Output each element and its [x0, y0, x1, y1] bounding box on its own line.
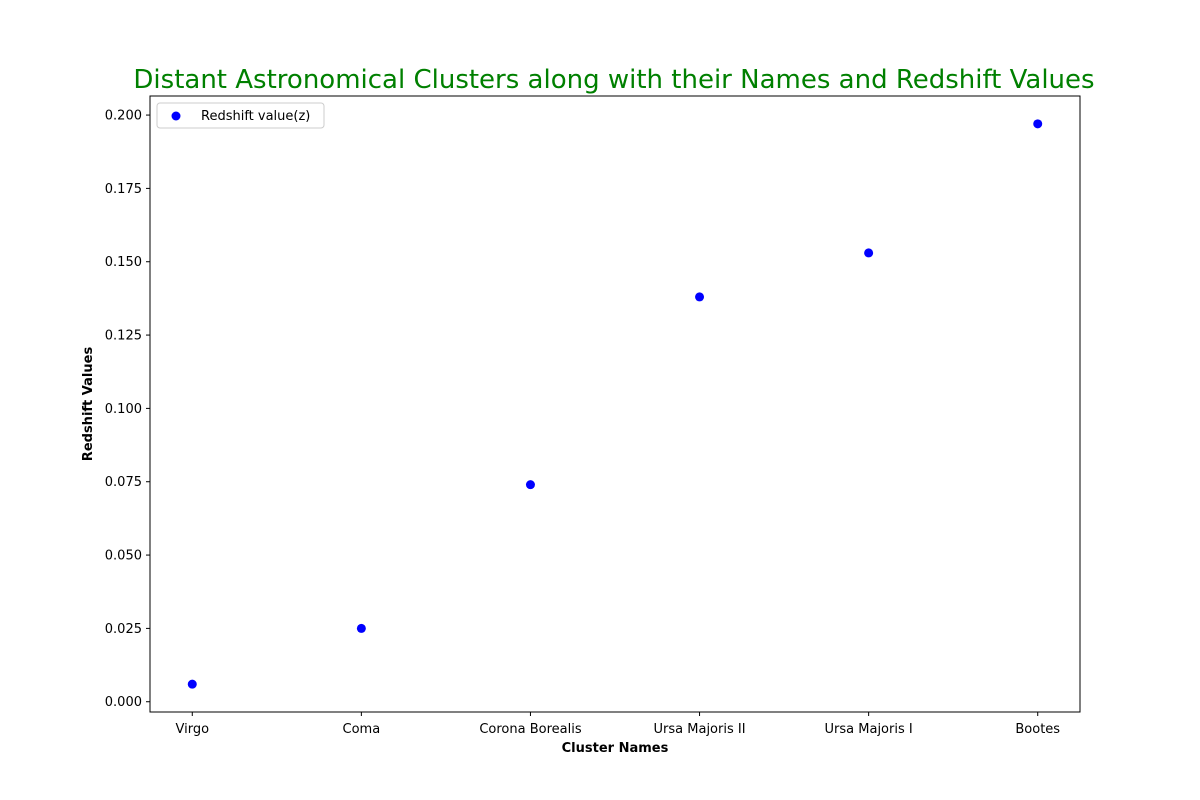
x-axis: Virgo Coma Corona Borealis Ursa Majoris II U…: [175, 712, 1060, 737]
y-tick-label: 0.025: [105, 622, 142, 637]
chart-title: Distant Astronomical Clusters along with…: [133, 65, 1094, 95]
y-axis: 0.000 0.025 0.050 0.075 0.100 0.125 0.150 0.175…: [105, 109, 150, 710]
plot-area: [187, 119, 1043, 689]
data-point: [356, 623, 366, 633]
x-tick-label: Virgo: [175, 722, 209, 737]
y-axis-label: Redshift Values: [81, 347, 96, 462]
y-tick-label: 0.175: [105, 182, 142, 197]
x-tick-label: Ursa Majoris II: [654, 722, 746, 737]
legend-box: [156, 102, 325, 129]
data-point: [1033, 119, 1043, 129]
data-point: [525, 480, 535, 490]
x-tick-label: Corona Borealis: [479, 722, 582, 737]
y-tick-label: 0.100: [105, 402, 142, 417]
legend-marker: [171, 111, 181, 121]
y-tick-label: 0.200: [105, 109, 142, 124]
y-tick-label: 0.000: [105, 695, 142, 710]
x-tick-label: Ursa Majoris I: [825, 722, 913, 737]
legend-label: Redshift value(z): [201, 109, 310, 124]
x-tick-label: Bootes: [1015, 722, 1060, 737]
y-tick-label: 0.050: [105, 549, 142, 564]
data-point: [187, 679, 197, 689]
y-tick-label: 0.075: [105, 475, 142, 490]
legend: Redshift value(z): [156, 102, 325, 129]
x-tick-label: Coma: [343, 722, 381, 737]
y-tick-label: 0.150: [105, 255, 142, 270]
x-axis-label: Cluster Names: [562, 741, 669, 756]
data-point: [864, 248, 874, 258]
data-point: [695, 292, 705, 302]
y-tick-label: 0.125: [105, 329, 142, 344]
plot-frame: [149, 95, 1081, 713]
